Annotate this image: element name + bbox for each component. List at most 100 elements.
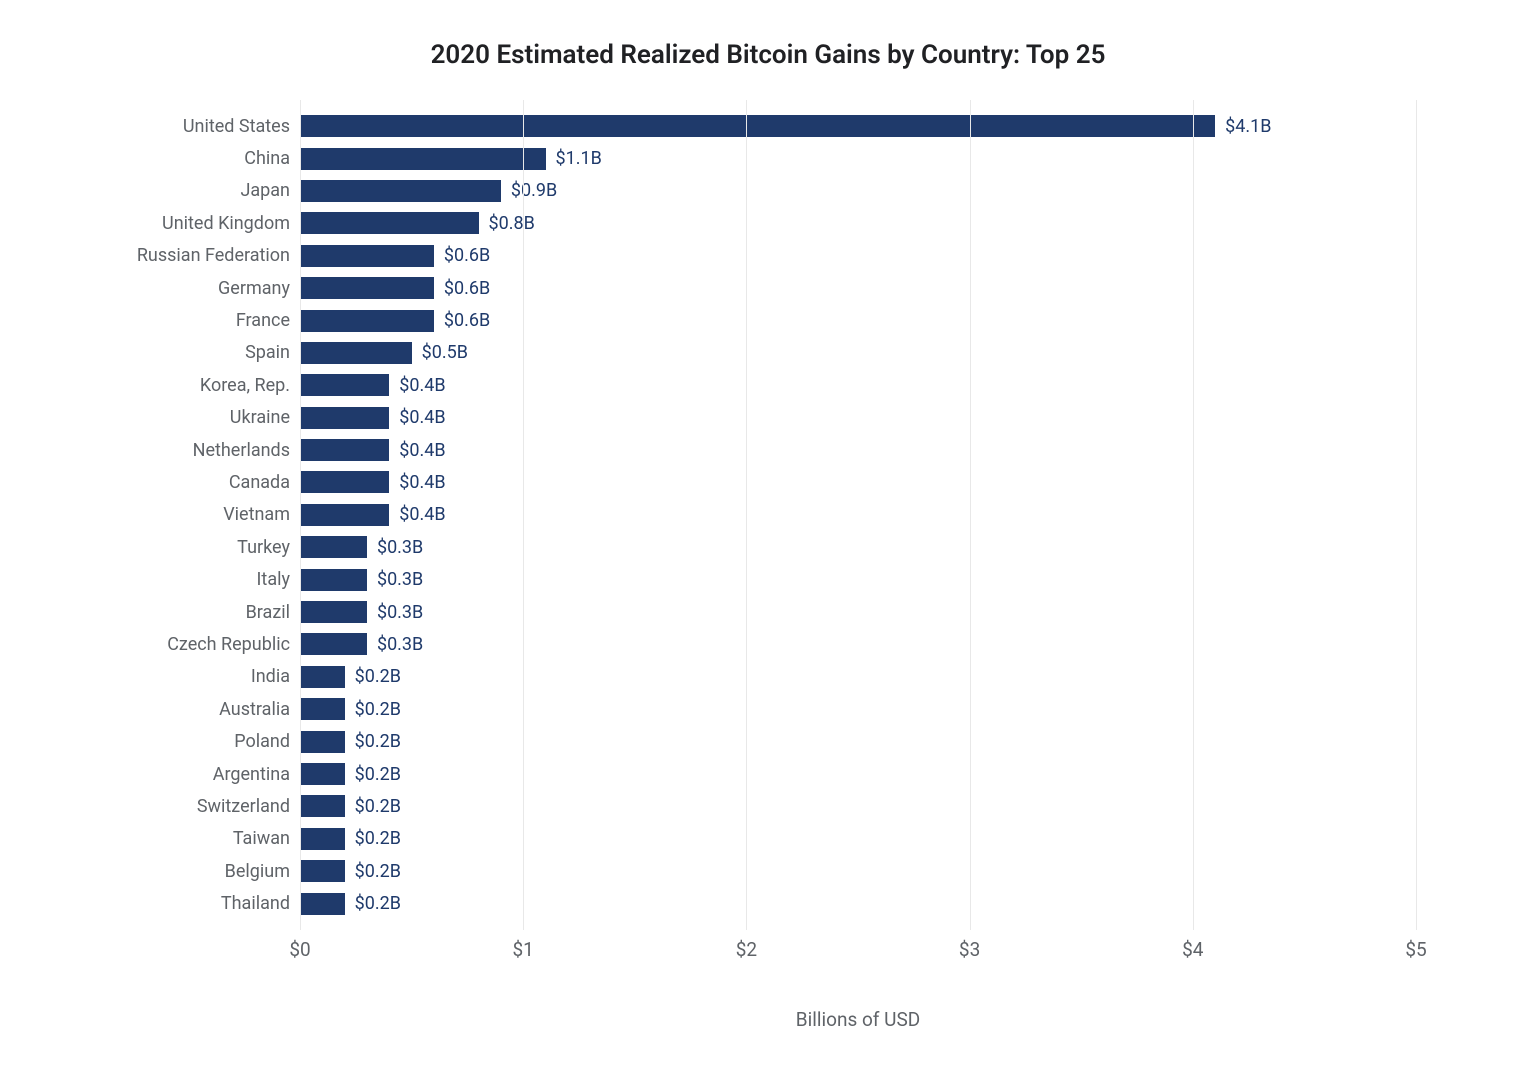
- bar: [300, 698, 345, 720]
- bar-row: Korea, Rep.$0.4B: [300, 369, 1416, 401]
- bar-row: Argentina$0.2B: [300, 758, 1416, 790]
- bar-value: $0.3B: [367, 537, 423, 558]
- bar-value: $1.1B: [546, 148, 602, 169]
- country-label: Korea, Rep.: [200, 375, 300, 396]
- country-label: Brazil: [246, 602, 300, 623]
- bar-value: $0.4B: [389, 472, 445, 493]
- bar-row: Germany$0.6B: [300, 272, 1416, 304]
- country-label: United Kingdom: [162, 213, 300, 234]
- bar-value: $0.8B: [479, 213, 535, 234]
- country-label: Germany: [218, 278, 300, 299]
- gridline: [746, 100, 747, 930]
- country-label: Australia: [219, 699, 300, 720]
- bar-row: Australia$0.2B: [300, 693, 1416, 725]
- x-tick: $3: [959, 938, 980, 961]
- country-label: Japan: [240, 180, 300, 201]
- bar-row: France$0.6B: [300, 304, 1416, 336]
- bar: [300, 471, 389, 493]
- bar: [300, 601, 367, 623]
- bar-row: Japan$0.9B: [300, 175, 1416, 207]
- country-label: Italy: [257, 569, 300, 590]
- bars-wrap: United States$4.1BChina$1.1BJapan$0.9BUn…: [300, 100, 1416, 930]
- bar-value: $0.3B: [367, 634, 423, 655]
- gridline: [1416, 100, 1417, 930]
- bar-row: United States$4.1B: [300, 110, 1416, 142]
- bar-value: $0.9B: [501, 180, 557, 201]
- country-label: Poland: [234, 731, 300, 752]
- country-label: Czech Republic: [167, 634, 300, 655]
- country-label: Canada: [229, 472, 300, 493]
- bar: [300, 374, 389, 396]
- x-tick: $5: [1405, 938, 1426, 961]
- bar: [300, 342, 412, 364]
- chart-container: 2020 Estimated Realized Bitcoin Gains by…: [80, 40, 1456, 1044]
- bar-row: India$0.2B: [300, 661, 1416, 693]
- country-label: Netherlands: [193, 440, 300, 461]
- x-tick: $4: [1182, 938, 1203, 961]
- bar-row: Canada$0.4B: [300, 466, 1416, 498]
- bar: [300, 212, 479, 234]
- bar: [300, 439, 389, 461]
- bar-row: Thailand$0.2B: [300, 887, 1416, 919]
- bar: [300, 893, 345, 915]
- bar: [300, 310, 434, 332]
- bar-value: $0.2B: [345, 764, 401, 785]
- x-tick: $0: [289, 938, 310, 961]
- bar-row: Poland$0.2B: [300, 725, 1416, 757]
- plot-area: United States$4.1BChina$1.1BJapan$0.9BUn…: [300, 100, 1416, 930]
- bar-row: Belgium$0.2B: [300, 855, 1416, 887]
- bar: [300, 828, 345, 850]
- bar: [300, 148, 546, 170]
- bar-value: $0.2B: [345, 893, 401, 914]
- country-label: Belgium: [225, 861, 300, 882]
- bar-value: $0.4B: [389, 504, 445, 525]
- x-tick: $1: [513, 938, 534, 961]
- bar: [300, 763, 345, 785]
- bar: [300, 536, 367, 558]
- bar-row: Turkey$0.3B: [300, 531, 1416, 563]
- country-label: Vietnam: [223, 504, 300, 525]
- bar-value: $4.1B: [1215, 116, 1271, 137]
- gridline: [300, 100, 301, 930]
- bar: [300, 277, 434, 299]
- bar-row: Taiwan$0.2B: [300, 823, 1416, 855]
- bar-row: Switzerland$0.2B: [300, 790, 1416, 822]
- x-axis-title: Billions of USD: [300, 1008, 1416, 1031]
- bar: [300, 504, 389, 526]
- bar-row: Spain$0.5B: [300, 337, 1416, 369]
- bar-row: Brazil$0.3B: [300, 596, 1416, 628]
- bar-row: Netherlands$0.4B: [300, 434, 1416, 466]
- bar-value: $0.4B: [389, 407, 445, 428]
- bar: [300, 633, 367, 655]
- country-label: Switzerland: [197, 796, 300, 817]
- bar-row: Czech Republic$0.3B: [300, 628, 1416, 660]
- bar-row: China$1.1B: [300, 142, 1416, 174]
- bar-value: $0.3B: [367, 569, 423, 590]
- chart-title: 2020 Estimated Realized Bitcoin Gains by…: [80, 40, 1456, 70]
- bar-value: $0.2B: [345, 666, 401, 687]
- bar: [300, 180, 501, 202]
- bar: [300, 860, 345, 882]
- bar: [300, 666, 345, 688]
- country-label: United States: [183, 116, 300, 137]
- bar-value: $0.4B: [389, 375, 445, 396]
- bar: [300, 245, 434, 267]
- bar-value: $0.2B: [345, 828, 401, 849]
- bar-value: $0.6B: [434, 310, 490, 331]
- bar-value: $0.3B: [367, 602, 423, 623]
- country-label: China: [244, 148, 300, 169]
- bar: [300, 795, 345, 817]
- bar-row: Vietnam$0.4B: [300, 499, 1416, 531]
- bar-value: $0.6B: [434, 278, 490, 299]
- bar: [300, 731, 345, 753]
- bar: [300, 115, 1215, 137]
- bar-value: $0.5B: [412, 342, 468, 363]
- country-label: Spain: [245, 342, 300, 363]
- bar-value: $0.2B: [345, 731, 401, 752]
- country-label: Argentina: [213, 764, 300, 785]
- x-axis: $0$1$2$3$4$5: [300, 938, 1416, 978]
- country-label: India: [251, 666, 300, 687]
- bar-value: $0.2B: [345, 699, 401, 720]
- bar-value: $0.4B: [389, 440, 445, 461]
- gridline: [1193, 100, 1194, 930]
